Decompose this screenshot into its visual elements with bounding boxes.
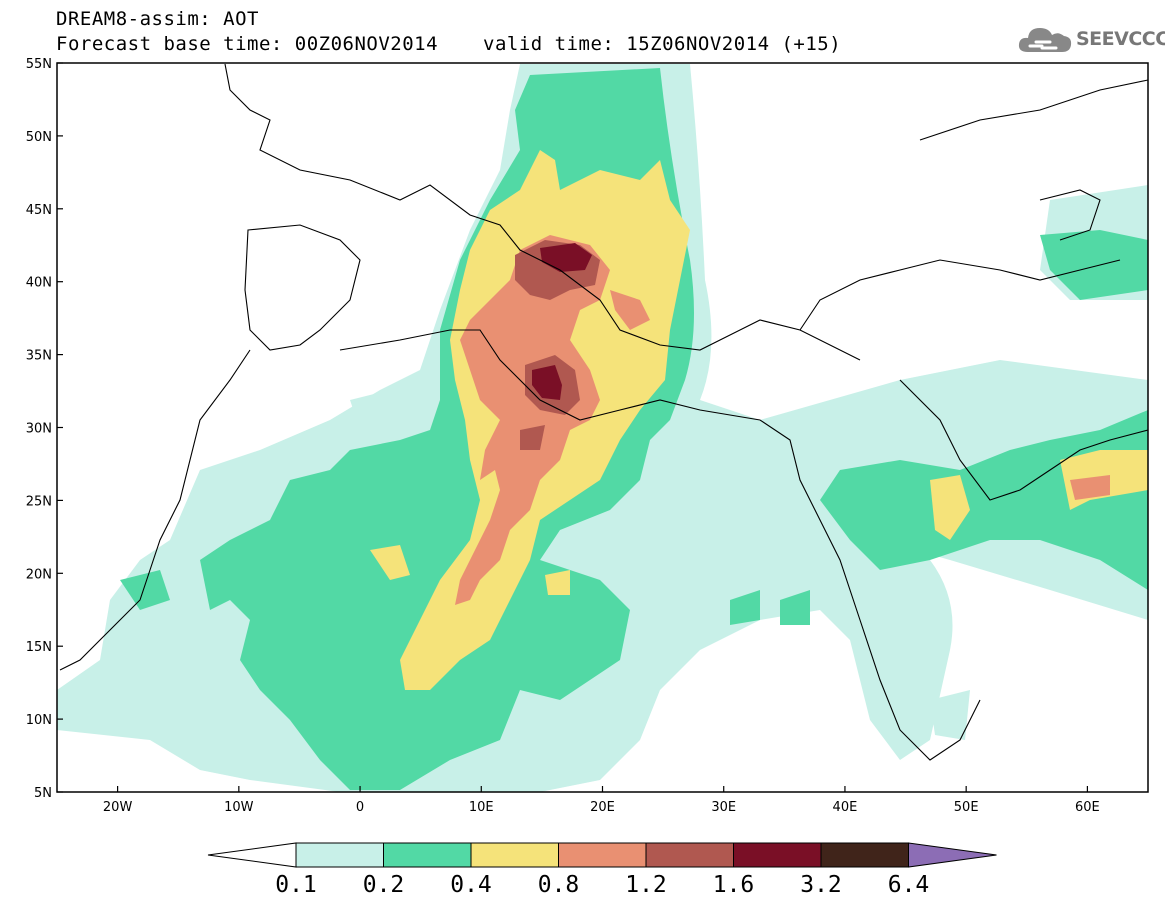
- lat-label: 55N: [26, 57, 52, 72]
- lon-label: 10W: [224, 800, 254, 815]
- coastlines: [59, 63, 1148, 761]
- colorbar-under-triangle: [207, 842, 297, 868]
- aot-level-1.6: [532, 243, 592, 400]
- lon-label: 40E: [833, 800, 858, 815]
- aot-level-0.8: [455, 235, 1110, 605]
- lat-label: 20N: [26, 567, 52, 582]
- map-title: DREAM8-assim: AOT: [56, 8, 259, 30]
- lon-label: 20W: [103, 800, 133, 815]
- colorbar-box: [470, 842, 559, 868]
- colorbar-tick-label: 6.4: [888, 872, 930, 898]
- colorbar-box: [733, 842, 822, 868]
- colorbar-tick-label: 1.2: [625, 872, 667, 898]
- lon-label: 10E: [469, 800, 494, 815]
- colorbar-tick-label: 1.6: [713, 872, 755, 898]
- colorbar-box: [383, 842, 472, 868]
- colorbar-tick-label: 0.8: [538, 872, 580, 898]
- colorbar-over-triangle: [908, 842, 997, 868]
- colorbar-box: [645, 842, 734, 868]
- colorbar-box: [558, 842, 647, 868]
- lon-label: 0: [356, 800, 364, 815]
- valid-time: valid time: 15Z06NOV2014 (+15): [483, 33, 842, 55]
- lon-label: 20E: [590, 800, 615, 815]
- lat-label: 10N: [26, 713, 52, 728]
- colorbar-tick-label: 0.4: [450, 872, 492, 898]
- colorbar-box: [820, 842, 909, 868]
- lat-label: 50N: [26, 130, 52, 145]
- lon-label: 60E: [1075, 800, 1100, 815]
- lat-label: 5N: [34, 786, 52, 801]
- logo-text: SEEVCCC: [1076, 28, 1165, 50]
- cloud-icon: [1018, 28, 1072, 52]
- lat-label: 45N: [26, 203, 52, 218]
- lat-label: 15N: [26, 640, 52, 655]
- seevccc-logo: SEEVCCC: [1016, 22, 1165, 58]
- colorbar-tick-label: 3.2: [800, 872, 842, 898]
- colorbar-tick-label: 0.1: [275, 872, 317, 898]
- colorbar: [207, 842, 997, 868]
- forecast-base-time: Forecast base time: 00Z06NOV2014: [56, 33, 439, 55]
- colorbar-box: [295, 842, 384, 868]
- lat-label: 25N: [26, 494, 52, 509]
- colorbar-tick-label: 0.2: [363, 872, 405, 898]
- lat-label: 35N: [26, 349, 52, 364]
- lon-label: 50E: [954, 800, 979, 815]
- lon-label: 30E: [711, 800, 736, 815]
- lat-label: 30N: [26, 422, 52, 437]
- lat-label: 40N: [26, 276, 52, 291]
